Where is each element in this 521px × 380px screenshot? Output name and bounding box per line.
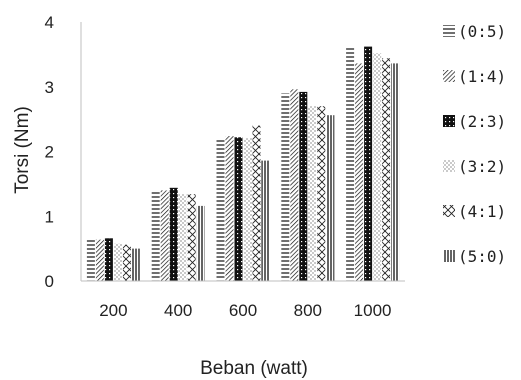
y-tick-label: 3 xyxy=(45,78,54,97)
legend-label-0: (0:5) xyxy=(458,22,506,41)
legend-swatch-2 xyxy=(443,115,455,127)
bar-s0-c2 xyxy=(216,139,225,281)
bar-s4-c1 xyxy=(187,194,196,281)
legend-swatch-3 xyxy=(443,160,455,172)
x-tick-label: 200 xyxy=(99,301,127,320)
bar-s3-c4 xyxy=(373,53,382,281)
bar-s3-c3 xyxy=(308,106,317,281)
y-tick-label: 2 xyxy=(45,143,54,162)
y-axis-title: Torsi (Nm) xyxy=(12,106,33,194)
legend-label-4: (4:1) xyxy=(458,202,506,221)
legend-swatch-0 xyxy=(443,25,455,37)
legend-swatch-4 xyxy=(443,205,455,217)
x-axis-title: Beban (watt) xyxy=(200,358,308,379)
bar-s5-c3 xyxy=(326,115,335,281)
y-tick-label: 0 xyxy=(45,272,54,291)
legend-label-2: (2:3) xyxy=(458,112,506,131)
bar-s1-c0 xyxy=(95,239,104,281)
bar-s5-c4 xyxy=(391,63,400,282)
bar-s2-c0 xyxy=(104,238,113,281)
bar-s2-c2 xyxy=(234,137,243,281)
bar-s3-c0 xyxy=(113,243,122,281)
x-tick-label: 600 xyxy=(229,301,257,320)
bar-s1-c4 xyxy=(355,63,364,282)
bar-s4-c3 xyxy=(317,106,326,281)
bar-s0-c3 xyxy=(281,93,290,281)
x-tick-label: 400 xyxy=(164,301,192,320)
legend-swatch-5 xyxy=(443,250,455,262)
bar-s3-c2 xyxy=(243,138,252,281)
x-tick-labels: 200 400 600 800 1000 xyxy=(99,301,391,320)
y-tick-label: 1 xyxy=(45,207,54,226)
bar-s4-c4 xyxy=(382,58,391,281)
bar-s1-c2 xyxy=(225,136,234,281)
legend-label-1: (1:4) xyxy=(458,67,506,86)
bar-s5-c0 xyxy=(131,248,140,281)
bar-s2-c4 xyxy=(364,46,373,281)
bars xyxy=(86,46,400,282)
legend-label-5: (5:0) xyxy=(458,247,506,266)
bar-s0-c1 xyxy=(151,191,160,281)
bar-s3-c1 xyxy=(178,194,187,281)
y-tick-labels: 0 1 2 3 4 xyxy=(45,13,54,291)
bar-s5-c2 xyxy=(261,160,270,281)
legend: (0:5) (1:4) (2:3) (3:2) (4:1) (5:0) xyxy=(443,22,506,266)
y-tick-label: 4 xyxy=(45,13,54,32)
bar-s4-c0 xyxy=(122,244,131,281)
legend-swatch-1 xyxy=(443,70,455,82)
bar-s2-c3 xyxy=(299,91,308,282)
bar-s1-c1 xyxy=(160,190,169,281)
bar-s0-c0 xyxy=(86,238,95,281)
x-tick-label: 1000 xyxy=(354,301,392,320)
bar-s0-c4 xyxy=(346,46,355,281)
bar-s5-c1 xyxy=(196,205,205,281)
x-tick-label: 800 xyxy=(294,301,322,320)
bar-s1-c3 xyxy=(290,89,299,281)
legend-label-3: (3:2) xyxy=(458,157,506,176)
bar-s2-c1 xyxy=(169,187,178,281)
bar-s4-c2 xyxy=(252,125,261,281)
